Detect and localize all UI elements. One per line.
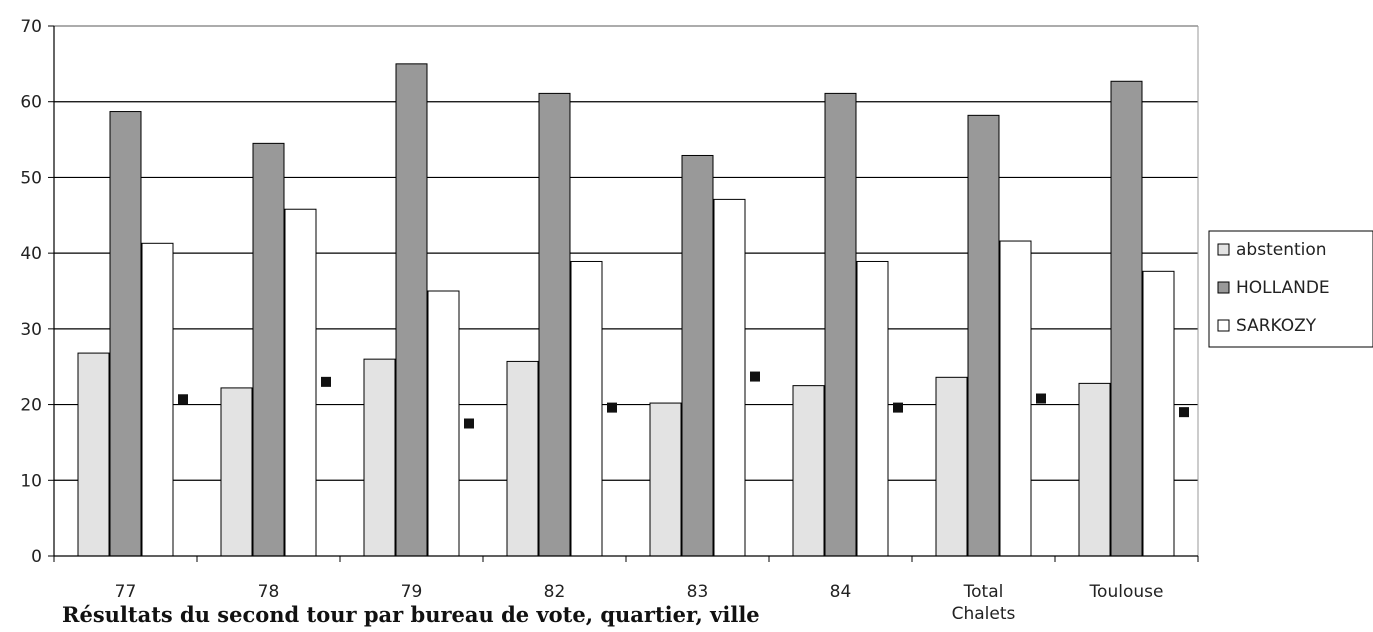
bar-hollande-79: [395, 63, 428, 557]
bar-hollande-82: [538, 92, 571, 557]
y-tick-label: 0: [31, 547, 42, 567]
marker-point: [1036, 393, 1046, 404]
bar-sarkozy-83: [713, 198, 746, 557]
bar-abstention-83: [649, 402, 682, 557]
bars: [77, 63, 1175, 557]
marker-point: [607, 402, 617, 413]
bar-hollande-77: [109, 111, 142, 557]
marker-point: [464, 418, 474, 429]
bar-abstention-82: [506, 360, 539, 557]
y-tick-label: 50: [20, 168, 42, 188]
legend-label-abstention: abstention: [1236, 240, 1327, 260]
y-tick-label: 30: [20, 320, 42, 340]
bar-sarkozy-toulouse: [1142, 270, 1175, 557]
legend-label-hollande: HOLLANDE: [1236, 278, 1330, 298]
bar-sarkozy-79: [427, 290, 460, 557]
bar-abstention-84: [792, 385, 825, 557]
bar-abstention-toulouse: [1078, 382, 1111, 557]
bar-sarkozy-total-chalets: [999, 240, 1032, 557]
chart-caption: Résultats du second tour par bureau de v…: [62, 602, 760, 627]
bar-abstention-78: [220, 387, 253, 557]
bar-sarkozy-84: [856, 260, 889, 557]
bar-sarkozy-82: [570, 260, 603, 557]
legend-swatch-abstention: [1217, 243, 1230, 256]
y-tick-label: 60: [20, 93, 42, 113]
bar-sarkozy-78: [284, 208, 317, 557]
bar-hollande-total-chalets: [967, 114, 1000, 557]
x-tick-label: 78: [258, 582, 280, 602]
bar-abstention-total-chalets: [935, 376, 968, 557]
bar-hollande-84: [824, 92, 857, 557]
y-tick-label: 40: [20, 244, 42, 264]
marker-point: [893, 402, 903, 413]
marker-point: [1179, 407, 1189, 418]
bar-abstention-79: [363, 358, 396, 557]
y-tick-label: 10: [20, 471, 42, 491]
x-tick-label: 77: [115, 582, 137, 602]
legend: abstention HOLLANDE SARKOZY: [1208, 230, 1373, 348]
x-tick-label: 84: [830, 582, 852, 602]
y-tick-label: 70: [20, 17, 42, 37]
marker-point: [321, 376, 331, 387]
bar-hollande-78: [252, 142, 285, 557]
legend-box: [1208, 230, 1373, 348]
markers: [178, 371, 1189, 429]
bar-hollande-83: [681, 154, 714, 557]
x-tick-label: 83: [687, 582, 709, 602]
x-tick-label: Total Chalets: [952, 582, 1016, 624]
axes: 0 10 20 30 40 50 60 70 77 78 79 82 83 84 Total Chalets T…: [20, 17, 1199, 624]
legend-swatch-sarkozy: [1217, 319, 1230, 332]
marker-point: [178, 394, 188, 405]
y-tick-label: 20: [20, 396, 42, 416]
bar-sarkozy-77: [141, 242, 174, 557]
x-tick-label: 82: [544, 582, 566, 602]
x-tick-label: Toulouse: [1089, 582, 1164, 602]
bar-abstention-77: [77, 352, 110, 557]
legend-label-sarkozy: SARKOZY: [1236, 316, 1317, 336]
bar-hollande-toulouse: [1110, 80, 1143, 557]
x-tick-label: 79: [401, 582, 423, 602]
legend-swatch-hollande: [1217, 281, 1230, 294]
marker-point: [750, 371, 760, 382]
